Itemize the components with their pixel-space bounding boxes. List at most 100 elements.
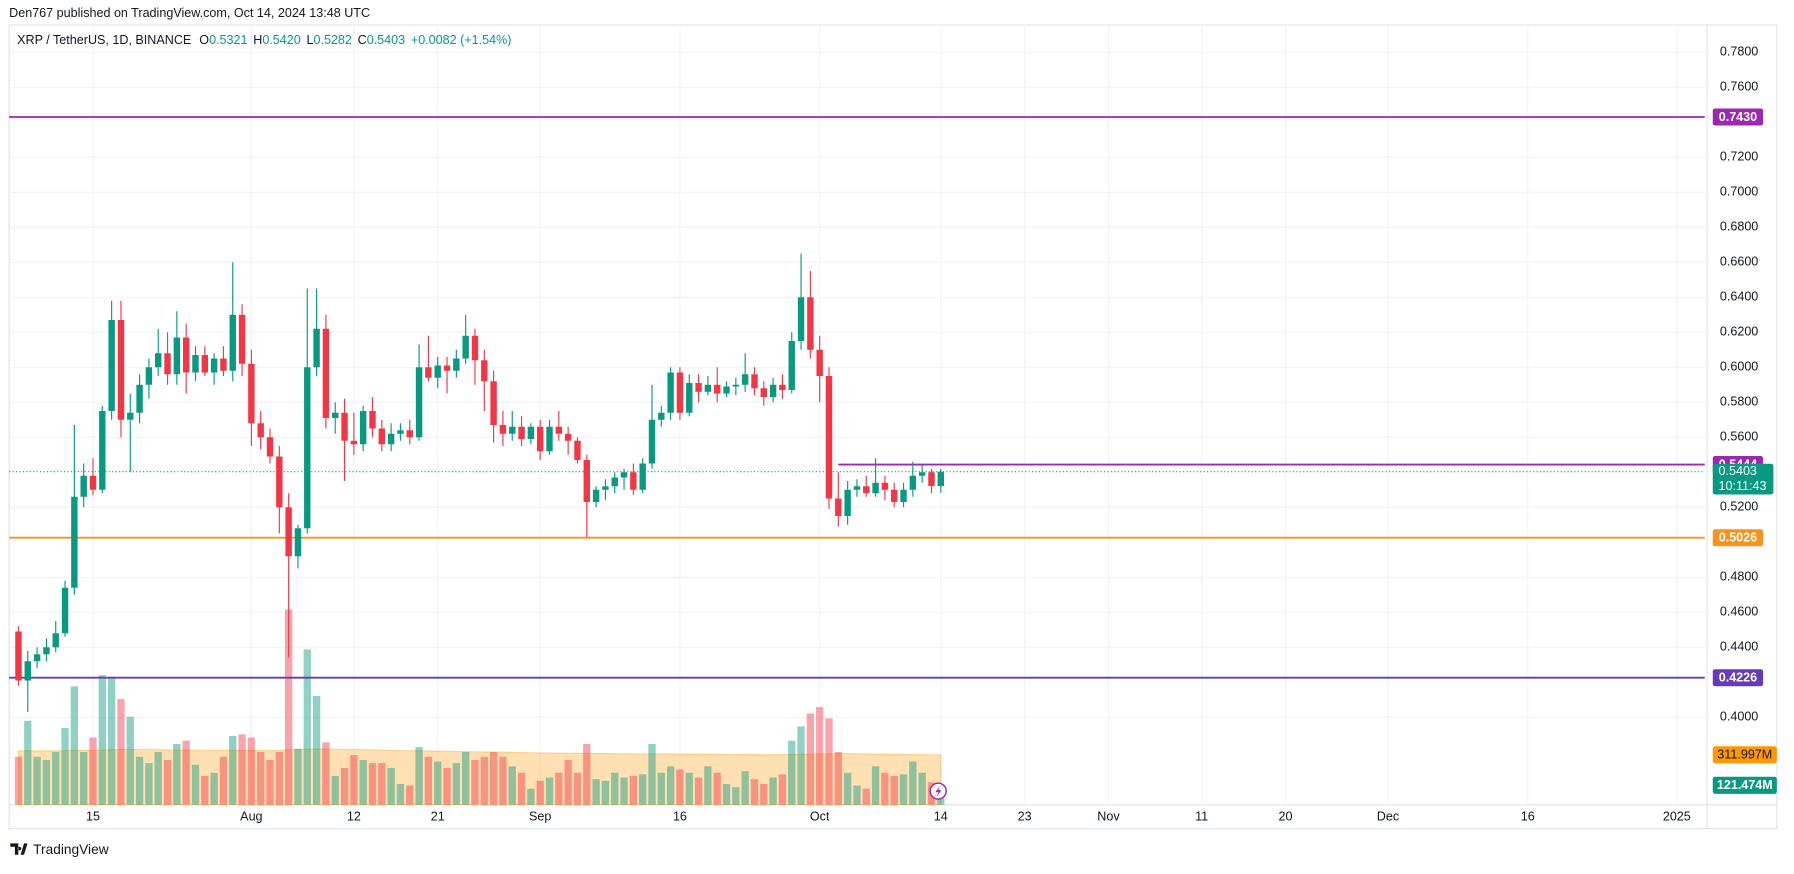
y-tick-label: 0.4800 bbox=[1720, 570, 1758, 584]
axes: 0.4000 0.4400 0.4600 0.4800 0.5200 0.5600 0.58… bbox=[86, 45, 1777, 824]
bolt-icon bbox=[935, 785, 942, 797]
volume-bar bbox=[769, 777, 777, 805]
x-tick-label: Oct bbox=[810, 810, 830, 824]
volume-bar bbox=[359, 759, 367, 805]
volume-bar bbox=[238, 734, 246, 805]
volume-bar bbox=[909, 761, 917, 805]
candle-body bbox=[341, 412, 348, 441]
volume-bar bbox=[611, 772, 619, 805]
candle-body bbox=[602, 486, 609, 490]
candle-body bbox=[462, 335, 469, 359]
volume-bar bbox=[508, 766, 516, 805]
volume-bar bbox=[229, 735, 237, 805]
candle-body bbox=[481, 360, 488, 382]
volume-bar bbox=[201, 775, 209, 805]
volume-bar bbox=[536, 780, 544, 805]
candle-body bbox=[369, 411, 376, 429]
candle-body bbox=[387, 433, 395, 445]
candle-body bbox=[350, 440, 358, 445]
volume-bar bbox=[788, 740, 796, 805]
candle-body bbox=[117, 320, 125, 420]
volume-bar bbox=[462, 751, 470, 805]
volume-bar bbox=[387, 767, 395, 805]
y-tick-label: 0.7600 bbox=[1720, 80, 1758, 94]
volume-bar bbox=[415, 747, 423, 805]
legend-symbol: XRP / TetherUS, 1D, BINANCE bbox=[17, 33, 191, 47]
candle-body bbox=[853, 486, 861, 490]
volume-bar bbox=[583, 743, 591, 805]
volume-bar bbox=[126, 716, 134, 805]
volume-bar bbox=[89, 737, 97, 805]
candle-body bbox=[43, 647, 50, 655]
volume-bar bbox=[322, 742, 330, 805]
y-tick-label: 0.5800 bbox=[1720, 395, 1758, 409]
candle-body bbox=[155, 353, 162, 368]
candle-body bbox=[164, 353, 171, 375]
x-tick-label: 12 bbox=[347, 810, 361, 824]
volume-bar bbox=[601, 780, 610, 805]
volume-bar bbox=[806, 713, 815, 805]
candle-body bbox=[630, 472, 637, 490]
candle-body bbox=[61, 587, 69, 634]
candle-body bbox=[108, 320, 115, 412]
volume-bar bbox=[247, 737, 256, 805]
y-tick-label: 0.5200 bbox=[1720, 500, 1758, 514]
replay-button[interactable] bbox=[929, 782, 947, 800]
x-tick-label: 11 bbox=[1195, 810, 1208, 824]
volume-bar bbox=[760, 783, 768, 805]
volume-bar bbox=[424, 756, 433, 805]
candle-body bbox=[555, 426, 563, 434]
volume-bar bbox=[685, 772, 693, 805]
volume-bar bbox=[368, 763, 377, 805]
candle-body bbox=[192, 355, 199, 373]
legend-value: 0.5420 bbox=[262, 33, 300, 47]
volume-bar bbox=[331, 775, 339, 805]
level-label-box bbox=[1712, 669, 1764, 687]
candle-body bbox=[136, 384, 143, 413]
y-tick-label: 0.6000 bbox=[1720, 360, 1758, 374]
x-tick-label: 16 bbox=[673, 810, 687, 824]
x-tick-label: 21 bbox=[431, 810, 445, 824]
candle-body bbox=[620, 472, 628, 478]
x-tick-label: Nov bbox=[1097, 810, 1120, 824]
volume-bar bbox=[80, 751, 88, 805]
candle-body bbox=[797, 297, 805, 342]
candle-body bbox=[71, 496, 78, 588]
candle-body bbox=[332, 412, 339, 419]
candle-body bbox=[732, 384, 740, 387]
volume-bar bbox=[173, 743, 181, 805]
x-tick-label: 23 bbox=[1018, 810, 1032, 824]
candle-body bbox=[238, 314, 246, 364]
volume-bar bbox=[70, 686, 79, 805]
volume-bar bbox=[778, 774, 787, 805]
candle-body bbox=[359, 411, 367, 445]
volume-ma-label-box bbox=[1712, 746, 1777, 764]
y-tick-label: 0.6200 bbox=[1720, 325, 1758, 339]
candle-body bbox=[835, 498, 842, 517]
volume-bar bbox=[732, 787, 740, 805]
y-tick-label: 0.4400 bbox=[1720, 640, 1758, 654]
candle-body bbox=[863, 486, 870, 494]
volume-bar bbox=[704, 766, 712, 805]
volume-bar bbox=[61, 727, 69, 805]
legend-value: 0.5403 bbox=[367, 33, 405, 47]
volume-bar bbox=[135, 756, 144, 805]
y-tick-label: 0.5600 bbox=[1720, 430, 1758, 444]
y-tick-label: 0.7800 bbox=[1720, 45, 1758, 59]
candle-body bbox=[24, 661, 31, 681]
volume-bar bbox=[648, 743, 656, 805]
candle-body bbox=[779, 384, 786, 391]
y-tick-label: 0.7200 bbox=[1720, 150, 1758, 164]
candle-body bbox=[611, 477, 618, 487]
volume-bar bbox=[741, 771, 749, 805]
candle-body bbox=[546, 426, 553, 452]
volume-bar bbox=[98, 675, 106, 805]
candle-body bbox=[937, 471, 945, 487]
x-tick-label: 14 bbox=[934, 810, 948, 824]
volume-bar bbox=[219, 756, 228, 805]
candle-body bbox=[248, 363, 255, 424]
candle-body bbox=[518, 426, 525, 440]
countdown-label: 10:11:43 bbox=[1718, 479, 1766, 493]
brand-logo bbox=[10, 843, 28, 855]
